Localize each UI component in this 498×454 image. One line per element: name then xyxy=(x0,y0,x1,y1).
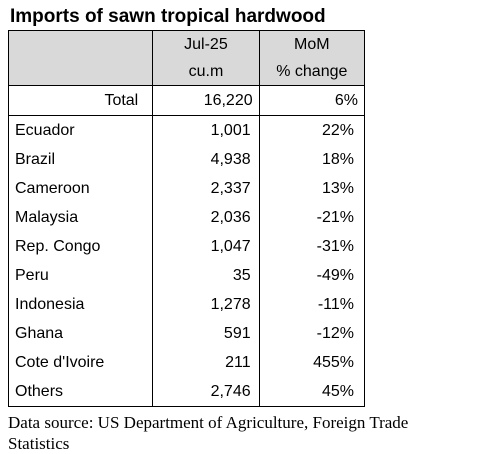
change-value: -31% xyxy=(316,238,354,255)
change-value: -49% xyxy=(316,267,354,284)
change-value: 13% xyxy=(321,180,354,197)
volume-value: 35 xyxy=(232,267,251,284)
volume-value: 1,047 xyxy=(210,238,251,255)
country-name: Cameroon xyxy=(15,180,90,197)
header-volume-cell: Jul-25 cu.m xyxy=(152,30,260,86)
volume-column: 1,001 4,938 2,337 2,036 1,047 35 1,278 5… xyxy=(152,115,260,407)
country-name: Others xyxy=(15,383,64,400)
total-label: Total xyxy=(7,85,154,116)
volume-value: 211 xyxy=(225,354,251,371)
change-value: 18% xyxy=(321,151,354,168)
volume-value: 591 xyxy=(223,325,251,342)
header-mom: MoM xyxy=(294,36,330,53)
change-column: 22% 18% 13% -21% -31% -49% -11% -12% 455… xyxy=(258,115,366,407)
country-name: Malaysia xyxy=(15,209,79,226)
change-value: 45% xyxy=(321,383,354,400)
total-change: 6% xyxy=(258,85,366,116)
header-period: Jul-25 xyxy=(184,36,228,53)
change-value: 455% xyxy=(313,354,354,371)
volume-value: 1,278 xyxy=(210,296,251,313)
country-name: Ecuador xyxy=(15,122,75,139)
header-unit: cu.m xyxy=(188,63,224,80)
volume-value: 4,938 xyxy=(210,151,251,168)
change-value: -12% xyxy=(316,325,354,342)
table-title: Imports of sawn tropical hardwood xyxy=(10,6,326,27)
header-row: Jul-25 cu.m MoM % change xyxy=(7,30,366,86)
volume-value: 1,001 xyxy=(210,122,251,139)
total-volume: 16,220 xyxy=(152,85,260,116)
country-column: Ecuador Brazil Cameroon Malaysia Rep. Co… xyxy=(7,115,154,407)
change-value: 22% xyxy=(321,122,354,139)
country-name: Ghana xyxy=(15,325,64,342)
header-country-cell xyxy=(7,30,154,86)
imports-table: Jul-25 cu.m MoM % change Total 16,220 6%… xyxy=(7,30,366,407)
data-source-line: Statistics xyxy=(8,434,70,453)
data-source-note: Data source: US Department of Agricultur… xyxy=(8,412,490,454)
change-value: -11% xyxy=(317,296,354,313)
country-name: Indonesia xyxy=(15,296,85,313)
document: Imports of sawn tropical hardwood Jul-25… xyxy=(7,4,490,454)
change-value: -21% xyxy=(316,209,354,226)
country-name: Peru xyxy=(15,267,49,284)
country-rows-block: Ecuador Brazil Cameroon Malaysia Rep. Co… xyxy=(7,115,366,407)
volume-value: 2,036 xyxy=(210,209,251,226)
country-name: Brazil xyxy=(15,151,56,168)
volume-value: 2,337 xyxy=(210,180,251,197)
total-row: Total 16,220 6% xyxy=(7,85,366,116)
header-change-cell: MoM % change xyxy=(258,30,366,86)
volume-value: 2,746 xyxy=(210,383,251,400)
country-name: Rep. Congo xyxy=(15,238,101,255)
country-name: Cote d'Ivoire xyxy=(15,354,105,371)
data-source-line: Data source: US Department of Agricultur… xyxy=(8,413,409,432)
header-pct-change: % change xyxy=(276,63,348,80)
